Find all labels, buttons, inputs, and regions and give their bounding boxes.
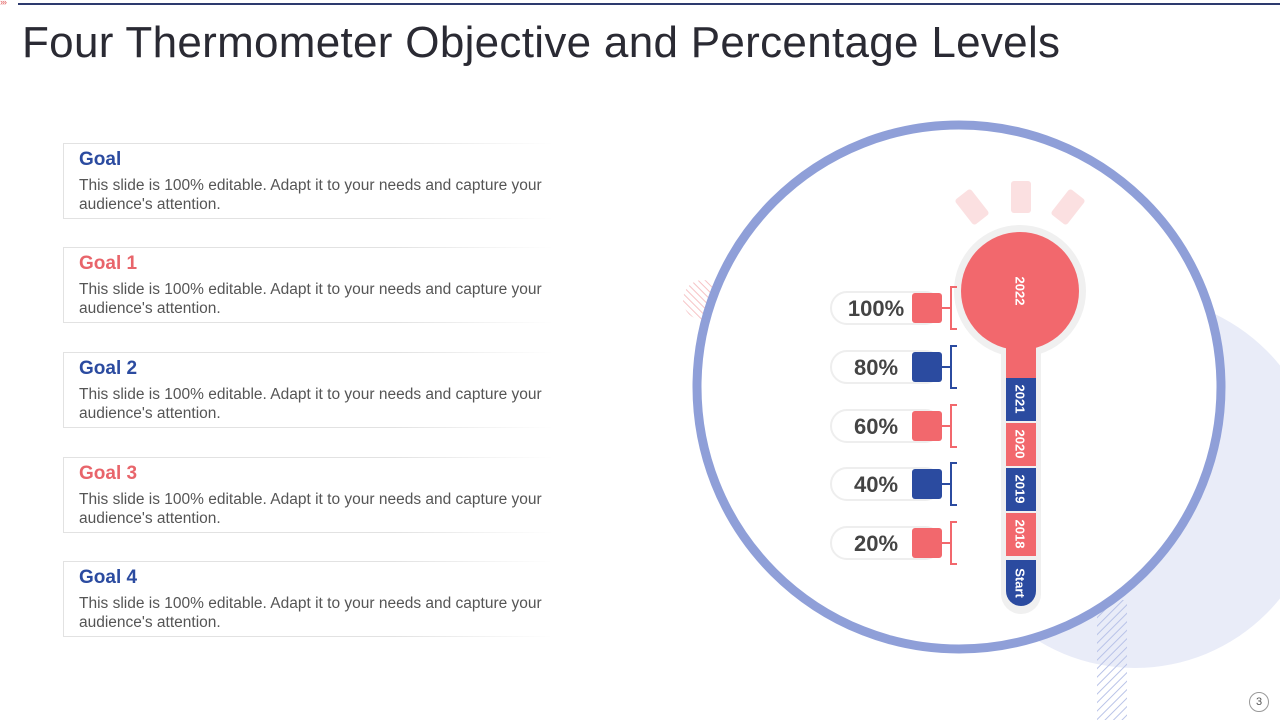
goal-card: Goal This slide is 100% editable. Adapt … [63, 143, 553, 219]
segment-2019 [1006, 468, 1036, 511]
segment-2021 [1006, 378, 1036, 421]
goal-title: Goal 2 [79, 358, 138, 379]
segment-label: 2018 [1013, 520, 1028, 549]
glow-ray [955, 189, 989, 225]
level-label: 20% [854, 531, 898, 556]
segment-start [1006, 560, 1036, 606]
slide-title: Four Thermometer Objective and Percentag… [22, 18, 1061, 67]
goal-title: Goal 3 [79, 463, 138, 484]
glow-ray [1011, 181, 1031, 213]
goal-description: This slide is 100% editable. Adapt it to… [79, 281, 542, 317]
goal-description: This slide is 100% editable. Adapt it to… [79, 595, 542, 631]
top-rule [18, 3, 1280, 5]
level-marker-60: 60% [830, 404, 957, 448]
segment-2018 [1006, 513, 1036, 556]
hatched-bar [1097, 600, 1127, 720]
level-label: 80% [854, 355, 898, 380]
level-marker-20: 20% [830, 521, 957, 565]
goal-title: Goal [79, 149, 122, 170]
goal-card: Goal 3 This slide is 100% editable. Adap… [63, 457, 553, 533]
goal-card: Goal 1 This slide is 100% editable. Adap… [63, 247, 553, 323]
corner-arrows-icon: ››› [0, 0, 7, 7]
goal-description: This slide is 100% editable. Adapt it to… [79, 491, 542, 527]
level-marker-80: 80% [830, 345, 957, 389]
bulb-year-label: 2022 [1013, 277, 1028, 306]
level-marker-100: 100% [830, 286, 957, 330]
page-number: 3 [1249, 692, 1269, 712]
level-marker-40: 40% [830, 462, 957, 506]
goal-description: This slide is 100% editable. Adapt it to… [79, 177, 542, 213]
goal-title: Goal 1 [79, 253, 138, 274]
outer-ring [692, 120, 1226, 654]
thermometer-bulb [961, 232, 1079, 350]
segment-label: 2020 [1013, 430, 1028, 459]
segment-label: 2019 [1013, 475, 1028, 504]
goal-description: This slide is 100% editable. Adapt it to… [79, 386, 542, 422]
segment-label: Start [1013, 568, 1028, 598]
segment-label: 2021 [1013, 385, 1028, 414]
level-label: 40% [854, 472, 898, 497]
thermometer-neck [1006, 330, 1036, 378]
level-label: 60% [854, 414, 898, 439]
segment-2020 [1006, 423, 1036, 466]
goal-card: Goal 2 This slide is 100% editable. Adap… [63, 352, 553, 428]
goal-title: Goal 4 [79, 567, 138, 588]
goal-card: Goal 4 This slide is 100% editable. Adap… [63, 561, 553, 637]
level-label: 100% [848, 296, 904, 321]
glow-ray [1051, 189, 1085, 225]
